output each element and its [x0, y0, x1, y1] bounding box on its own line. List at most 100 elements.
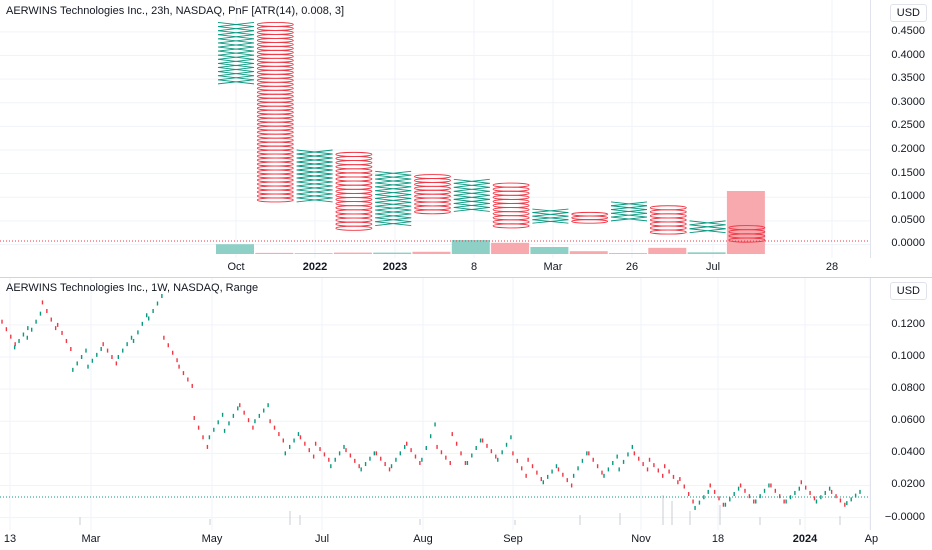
pnf-x-mark: [375, 190, 412, 195]
pnf-o-mark: [335, 176, 373, 182]
pnf-x-mark: [375, 174, 412, 180]
pnf-time-axis[interactable]: Oct 2022 2023 8 Mar 26 Jul 28: [0, 258, 870, 278]
pnf-x-mark: [375, 186, 412, 192]
pnf-x-mark: [217, 75, 255, 81]
pnf-o-mark: [335, 156, 373, 162]
pnf-o-mark: [256, 21, 294, 27]
range-bar: [330, 444, 345, 469]
range-bar: [360, 451, 376, 472]
pnf-o-mark: [571, 211, 609, 217]
range-bar: [406, 441, 421, 465]
pnf-x-mark: [217, 62, 255, 68]
pnf-o-mark: [256, 61, 294, 67]
range-bar: [770, 483, 785, 504]
pnf-x-mark: [296, 197, 333, 203]
range-price-axis[interactable]: USD 0.1200 0.1000 0.0800 0.0600 0.0400 0.0200…: [870, 278, 932, 530]
range-bar: [633, 451, 649, 472]
pnf-x-mark: [296, 181, 333, 187]
range-bar: [208, 412, 224, 440]
range-bar: [785, 486, 800, 504]
pnf-time-label: 8: [470, 261, 478, 273]
pnf-time-label: 2023: [382, 261, 408, 273]
pnf-o-column: [728, 225, 766, 243]
range-bar: [755, 483, 770, 504]
range-time-label: Nov: [631, 533, 651, 545]
pnf-o-mark: [256, 105, 294, 111]
range-time-label: 2024: [792, 533, 818, 545]
pnf-volume-bar: [412, 251, 451, 254]
pnf-volume-bar: [530, 247, 569, 254]
pnf-x-mark: [217, 54, 255, 60]
pnf-o-mark: [414, 189, 451, 195]
range-bar: [481, 438, 497, 459]
range-currency-button[interactable]: USD: [889, 282, 927, 300]
pnf-x-column: [453, 178, 490, 212]
pnf-x-mark: [610, 209, 648, 214]
range-price-label: 0.1000: [891, 350, 925, 362]
pnf-chart-pane[interactable]: AERWINS Technologies Inc., 23h, NASDAQ, …: [0, 0, 932, 278]
pnf-o-mark: [571, 219, 609, 224]
pnf-o-mark: [649, 209, 687, 215]
pnf-o-column: [649, 205, 687, 235]
pnf-o-mark: [256, 85, 294, 91]
pnf-volume-bar: [491, 242, 530, 254]
range-bar: [178, 364, 193, 388]
pnf-x-mark: [532, 215, 569, 221]
pnf-x-mark: [453, 198, 490, 204]
pnf-x-mark: [217, 50, 255, 56]
range-bar: [87, 346, 102, 369]
pnf-o-mark: [492, 203, 530, 209]
pnf-x-column: [296, 149, 333, 203]
pnf-o-mark: [256, 57, 294, 63]
pnf-x-mark: [296, 161, 333, 167]
pnf-x-mark: [532, 219, 569, 224]
pnf-o-mark: [256, 81, 294, 87]
pnf-o-mark: [256, 93, 294, 99]
pnf-x-mark: [217, 71, 255, 77]
pnf-x-mark: [375, 182, 412, 188]
pnf-volume-bar: [687, 252, 726, 254]
range-bar: [694, 489, 709, 510]
pnf-x-mark: [375, 170, 412, 176]
pnf-o-mark: [256, 69, 294, 75]
pnf-o-mark: [414, 181, 451, 187]
pane-divider[interactable]: [0, 277, 932, 278]
pnf-o-mark: [335, 221, 373, 227]
range-time-label: May: [201, 533, 223, 545]
pnf-x-mark: [375, 217, 412, 223]
pnf-price-label: 0.3000: [891, 95, 925, 108]
pnf-x-mark: [689, 224, 726, 230]
range-price-label: −0.0000: [884, 510, 925, 523]
pnf-x-mark: [610, 205, 648, 210]
range-bar: [375, 451, 391, 472]
pnf-x-mark: [217, 79, 255, 85]
pnf-x-mark: [217, 38, 255, 44]
range-bar: [603, 454, 618, 478]
range-time-axis[interactable]: 13 Mar May Jul Aug Sep Nov 18 2024 Ap: [0, 530, 878, 550]
pnf-o-mark: [492, 190, 530, 196]
range-bar: [648, 457, 664, 478]
pnf-x-mark: [375, 201, 412, 207]
pnf-o-mark: [414, 178, 451, 183]
range-bar: [557, 467, 573, 488]
range-bar: [254, 403, 269, 424]
pnf-currency-button[interactable]: USD: [889, 4, 927, 22]
pnf-plot-area[interactable]: [0, 0, 870, 278]
pnf-time-label: 28: [825, 261, 839, 273]
pnf-x-mark: [532, 212, 569, 217]
range-bar: [527, 457, 542, 482]
range-bar: [102, 342, 118, 366]
pnf-o-mark: [649, 225, 687, 231]
pnf-price-axis[interactable]: USD 0.4500 0.4000 0.3500 0.3000 0.2500 0.2000…: [870, 0, 932, 258]
pnf-o-mark: [492, 211, 530, 217]
pnf-o-mark: [649, 221, 687, 227]
pnf-x-column: [532, 208, 569, 224]
range-chart-pane[interactable]: AERWINS Technologies Inc., 1W, NASDAQ, R…: [0, 278, 932, 550]
range-plot-area[interactable]: [0, 278, 870, 530]
range-bar: [542, 464, 558, 485]
pnf-volume-bar: [294, 253, 333, 254]
pnf-x-mark: [453, 182, 490, 188]
pnf-o-mark: [256, 197, 294, 203]
range-bar: [572, 451, 588, 478]
range-bar: [117, 335, 133, 360]
